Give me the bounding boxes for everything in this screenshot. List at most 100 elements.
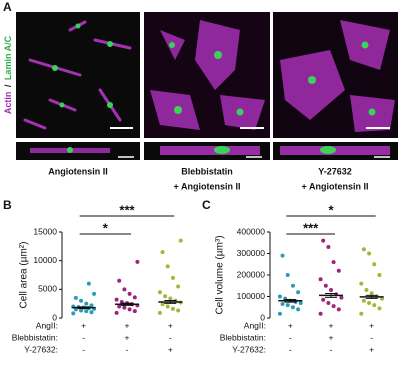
data-dot: [318, 277, 323, 282]
data-dot: [331, 304, 336, 309]
data-dot: [280, 302, 285, 307]
data-dot: [372, 262, 377, 267]
data-dot: [318, 311, 323, 316]
data-dot: [114, 310, 119, 315]
data-dot: [84, 301, 89, 306]
data-dot: [160, 302, 165, 307]
significance-label: *: [328, 202, 334, 217]
data-dot: [277, 294, 282, 299]
data-dot: [296, 290, 301, 295]
significance-label: ***: [303, 220, 319, 235]
micrograph: [144, 12, 270, 138]
data-dot: [290, 305, 295, 310]
group-sign: -: [82, 344, 85, 354]
data-dot: [331, 260, 336, 265]
data-dot: [326, 245, 331, 250]
data-dot: [165, 264, 170, 269]
data-dot: [127, 291, 132, 296]
image-caption: + Angiotensin II: [174, 181, 241, 191]
image-caption: + Angiotensin II: [302, 181, 369, 191]
y-tick-label: 10000: [33, 255, 57, 265]
data-dot: [359, 281, 364, 286]
image-caption: Angiotensin II: [48, 166, 108, 176]
data-dot: [364, 288, 369, 293]
row-label: Blebbistatin:: [12, 332, 58, 342]
error-bar: [365, 294, 378, 299]
data-dot: [323, 283, 328, 288]
data-dot: [170, 275, 175, 280]
y-axis-label: Cell volume (µm³): [215, 235, 226, 314]
data-dot: [329, 288, 333, 293]
data-dot: [117, 278, 122, 283]
error-bar: [164, 300, 177, 304]
y-tick-label: 0: [52, 312, 57, 322]
group-sign: +: [168, 320, 173, 330]
data-dot: [377, 273, 382, 277]
group-sign: +: [288, 320, 293, 330]
data-dot: [170, 306, 175, 311]
error-bar: [121, 302, 133, 306]
data-dot: [296, 307, 301, 312]
data-dot: [321, 238, 326, 243]
group-sign: +: [81, 320, 86, 330]
data-dot: [285, 273, 290, 277]
data-dot: [73, 295, 78, 300]
data-dot: [277, 311, 282, 316]
row-label: Y-27632:: [24, 344, 58, 354]
data-dot: [160, 250, 165, 255]
panel-label: A: [3, 0, 12, 14]
data-dot: [84, 309, 89, 314]
data-dot: [117, 304, 122, 309]
data-dot: [86, 281, 91, 286]
y-tick-label: 400000: [237, 226, 266, 236]
group-sign: -: [82, 332, 85, 342]
group-sign: +: [369, 320, 374, 330]
data-dot: [132, 309, 137, 314]
y-tick-label: 200000: [237, 269, 266, 279]
group-sign: -: [126, 344, 129, 354]
data-dot: [285, 303, 290, 308]
group-sign: +: [125, 332, 130, 342]
group-sign: -: [289, 332, 292, 342]
group-sign: +: [369, 344, 374, 354]
row-label: AngII:: [36, 320, 58, 330]
data-dot: [168, 296, 173, 301]
data-dot: [176, 308, 181, 313]
data-dot: [339, 295, 344, 300]
data-dot: [176, 284, 181, 289]
data-dot: [367, 251, 372, 256]
data-dot: [122, 287, 127, 292]
data-dot: [135, 259, 140, 264]
data-dot: [89, 310, 94, 315]
group-sign: +: [329, 320, 334, 330]
group-sign: -: [289, 344, 292, 354]
data-dot: [122, 305, 127, 310]
data-dot: [165, 304, 170, 309]
stain-label: Actin / Lamin A/C: [3, 35, 13, 114]
y-tick-label: 300000: [237, 248, 266, 258]
row-label: AngII:: [244, 320, 266, 330]
group-sign: +: [329, 332, 334, 342]
data-dot: [367, 300, 372, 305]
data-dot: [372, 303, 377, 308]
y-tick-label: 5000: [38, 284, 57, 294]
data-dot: [79, 298, 84, 303]
stain-lamin: Lamin A/C: [3, 35, 13, 80]
data-dot: [369, 291, 374, 296]
data-dot: [92, 291, 97, 296]
data-dot: [79, 308, 84, 313]
row-label: Y-27632:: [232, 344, 266, 354]
error-bar: [325, 292, 337, 298]
data-dot: [326, 300, 331, 305]
data-dot: [359, 311, 364, 316]
data-dot: [321, 297, 326, 302]
significance-label: ***: [119, 202, 135, 217]
data-dot: [336, 268, 341, 273]
data-dot: [157, 310, 162, 315]
row-label: Blebbistatin:: [220, 332, 266, 342]
micrograph-strip: [16, 142, 140, 160]
data-dot: [127, 307, 132, 312]
data-dot: [163, 294, 168, 299]
stain-separator: /: [3, 84, 13, 87]
